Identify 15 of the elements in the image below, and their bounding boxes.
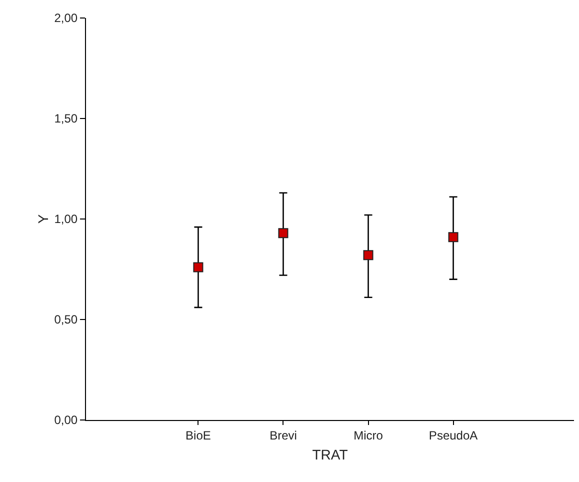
y-tick-label: 1,00 xyxy=(54,212,78,226)
x-tick-label: Micro xyxy=(354,428,384,442)
point xyxy=(278,228,288,238)
x-tick-label: PseudoA xyxy=(428,428,478,442)
x-tick-label: BioE xyxy=(186,428,211,442)
y-tick-label: 2,00 xyxy=(54,11,78,26)
y-tick-label: 1,50 xyxy=(54,112,78,126)
y-axis-title: Y xyxy=(35,214,51,224)
point xyxy=(363,250,374,260)
point xyxy=(448,232,458,242)
point xyxy=(193,262,204,272)
y-tick-label: 0,00 xyxy=(54,413,78,428)
x-tick-label: Brevi xyxy=(270,428,297,442)
x-axis-title: TRAT xyxy=(312,446,348,463)
y-tick-label: 0,50 xyxy=(54,312,78,327)
